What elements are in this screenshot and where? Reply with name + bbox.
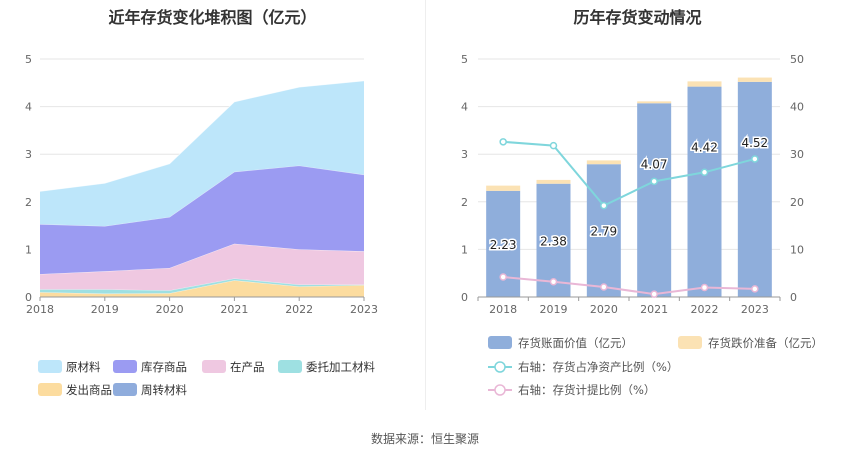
- legend-label: 库存商品: [141, 360, 187, 374]
- x-tick-label: 2020: [156, 303, 184, 316]
- chart-divider: [425, 0, 426, 410]
- legend-label: 原材料: [66, 360, 101, 374]
- legend-swatch: [113, 383, 137, 396]
- y-tick-label: 4: [25, 101, 32, 114]
- bar-value-label: 2.23: [490, 238, 517, 252]
- bar-value-label: 2.38: [540, 234, 567, 248]
- ratio-point: [600, 201, 608, 210]
- inventory-bar: [637, 103, 672, 297]
- area-band: [40, 243, 364, 291]
- legend-label: 委托加工材料: [306, 360, 375, 374]
- legend-swatch: [678, 336, 702, 349]
- ratio-point: [650, 177, 658, 186]
- legend-swatch-marker: [494, 361, 506, 373]
- legend-swatch: [113, 360, 137, 373]
- legend-label: 周转材料: [141, 383, 187, 397]
- legend-label: 存货账面价值（亿元）: [518, 336, 633, 350]
- y-tick-label: 3: [25, 148, 32, 161]
- x-tick-label: 2023: [741, 303, 769, 316]
- x-tick-label: 2023: [350, 303, 378, 316]
- x-tick-label: 2022: [285, 303, 313, 316]
- bar-value-label: 2.79: [590, 225, 617, 239]
- impairment-bar: [586, 160, 621, 165]
- inventory-bar: [737, 81, 772, 298]
- area-band: [40, 80, 364, 227]
- legend-label: 右轴：存货占净资产比例（%）: [518, 360, 678, 374]
- legend-swatch-marker: [494, 384, 506, 396]
- data-source: 数据来源：恒生聚源: [370, 432, 479, 446]
- legend-swatch: [38, 360, 62, 373]
- ratio-point: [700, 283, 709, 292]
- bar-value-label: 4.42: [691, 141, 718, 155]
- y-tick-label: 2: [461, 196, 468, 209]
- ratio-point: [751, 155, 759, 163]
- impairment-bar: [637, 101, 672, 104]
- ratio-point: [499, 138, 507, 146]
- impairment-bar: [737, 77, 772, 82]
- area-band: [40, 165, 364, 275]
- ratio-line: [503, 276, 755, 296]
- area-band: [40, 280, 364, 297]
- impairment-bar: [536, 179, 571, 184]
- y2-tick-label: 10: [790, 243, 804, 256]
- y-tick-label: 1: [461, 243, 468, 256]
- bar-value-label: 4.52: [741, 136, 768, 150]
- y-tick-label: 1: [25, 243, 32, 256]
- legend-label: 存货跌价准备（亿元）: [708, 336, 823, 350]
- y-tick-label: 3: [461, 148, 468, 161]
- legend-swatch: [488, 336, 512, 349]
- y2-tick-label: 0: [790, 291, 797, 304]
- x-tick-label: 2019: [540, 303, 568, 316]
- ratio-point: [600, 283, 608, 291]
- x-tick-label: 2019: [91, 303, 119, 316]
- ratio-line: [503, 140, 756, 207]
- y-tick-label: 0: [25, 291, 32, 304]
- ratio-point: [751, 285, 759, 293]
- x-tick-label: 2018: [26, 303, 54, 316]
- y-tick-label: 4: [461, 101, 468, 114]
- x-tick-label: 2022: [691, 303, 719, 316]
- ratio-point: [549, 278, 558, 286]
- x-tick-label: 2021: [640, 303, 668, 316]
- area-edge: [39, 80, 365, 192]
- bar-value-label: 4.07: [641, 157, 668, 171]
- x-tick-label: 2020: [590, 303, 618, 316]
- y2-tick-label: 40: [790, 101, 804, 114]
- y-tick-label: 0: [461, 291, 468, 304]
- ratio-point: [499, 273, 507, 281]
- right-chart-title: 历年存货变动情况: [573, 8, 702, 27]
- legend-swatch: [38, 383, 62, 396]
- impairment-bar: [486, 185, 521, 191]
- legend-swatch: [202, 360, 226, 373]
- y-tick-label: 5: [25, 53, 32, 66]
- y-tick-label: 5: [461, 53, 468, 66]
- y2-tick-label: 30: [790, 148, 804, 161]
- inventory-bar: [586, 164, 621, 297]
- legend-label: 在产品: [230, 360, 265, 374]
- legend-label: 发出商品: [66, 383, 112, 397]
- y-tick-label: 2: [25, 196, 32, 209]
- impairment-bar: [687, 81, 722, 87]
- x-tick-label: 2021: [220, 303, 248, 316]
- legend-swatch: [278, 360, 302, 373]
- legend-label: 右轴：存货计提比例（%）: [518, 383, 655, 397]
- y2-tick-label: 50: [790, 53, 804, 66]
- ratio-point: [549, 141, 558, 150]
- ratio-point: [700, 168, 709, 177]
- stacked-area-chart: 0 1 2 3 4 5 2018 2019 2020 2021 2022 2023 原材料 库存商品 在产品…: [25, 53, 378, 397]
- y2-tick-label: 20: [790, 196, 804, 209]
- left-chart-title: 近年存货变化堆积图（亿元）: [108, 8, 317, 27]
- inventory-bar: [687, 86, 722, 297]
- x-tick-label: 2018: [489, 303, 517, 316]
- ratio-point: [650, 290, 658, 298]
